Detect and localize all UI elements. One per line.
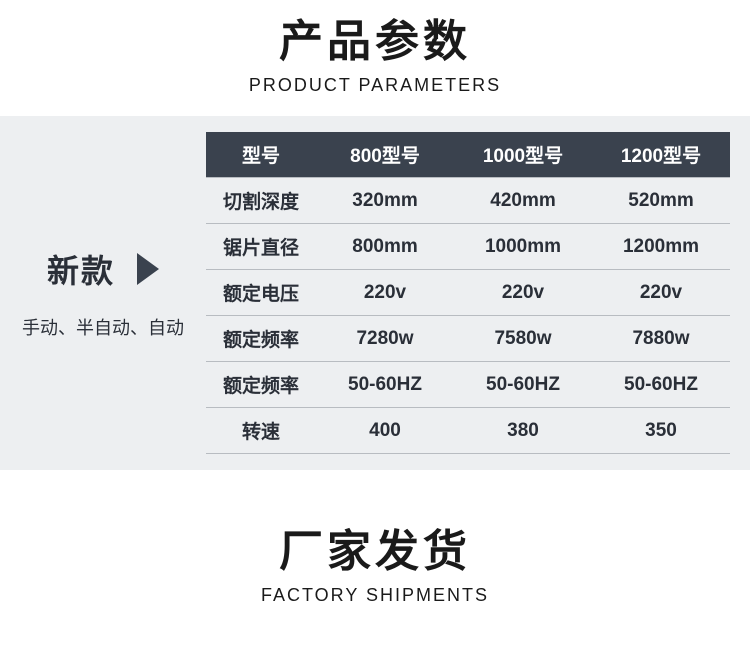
arrow-right-icon	[137, 253, 159, 285]
section-title-cn: 厂家发货	[0, 515, 750, 579]
cell: 1200mm	[592, 224, 730, 270]
section-title-en: FACTORY SHIPMENTS	[0, 585, 750, 606]
row-label: 额定频率	[206, 316, 316, 362]
new-model-text: 新款	[47, 246, 115, 292]
cell: 7580w	[454, 316, 592, 362]
params-table-wrap: 型号 800型号 1000型号 1200型号 切割深度 320mm 420mm …	[206, 116, 750, 470]
cell: 350	[592, 408, 730, 454]
table-row: 切割深度 320mm 420mm 520mm	[206, 178, 730, 224]
cell: 420mm	[454, 178, 592, 224]
table-header-row: 型号 800型号 1000型号 1200型号	[206, 132, 730, 178]
row-label: 额定频率	[206, 362, 316, 408]
col-header: 800型号	[316, 132, 454, 178]
col-header: 1000型号	[454, 132, 592, 178]
cell: 50-60HZ	[454, 362, 592, 408]
cell: 7280w	[316, 316, 454, 362]
cell: 520mm	[592, 178, 730, 224]
cell: 220v	[454, 270, 592, 316]
section-header-shipments: 厂家发货 FACTORY SHIPMENTS	[0, 470, 750, 631]
row-label: 锯片直径	[206, 224, 316, 270]
table-row: 额定频率 7280w 7580w 7880w	[206, 316, 730, 362]
cell: 50-60HZ	[316, 362, 454, 408]
cell: 800mm	[316, 224, 454, 270]
col-header: 1200型号	[592, 132, 730, 178]
cell: 380	[454, 408, 592, 454]
row-label: 额定电压	[206, 270, 316, 316]
cell: 1000mm	[454, 224, 592, 270]
left-panel: 新款 手动、半自动、自动	[0, 246, 206, 340]
cell: 7880w	[592, 316, 730, 362]
params-block: 新款 手动、半自动、自动 型号 800型号 1000型号 1200型号 切割深度…	[0, 116, 750, 470]
row-label: 切割深度	[206, 178, 316, 224]
table-row: 额定频率 50-60HZ 50-60HZ 50-60HZ	[206, 362, 730, 408]
table-row: 锯片直径 800mm 1000mm 1200mm	[206, 224, 730, 270]
section-header-params: 产品参数 PRODUCT PARAMETERS	[0, 0, 750, 116]
new-model-label: 新款	[8, 246, 198, 292]
section-title-en: PRODUCT PARAMETERS	[0, 75, 750, 96]
section-title-cn: 产品参数	[0, 5, 750, 69]
cell: 50-60HZ	[592, 362, 730, 408]
params-table: 型号 800型号 1000型号 1200型号 切割深度 320mm 420mm …	[206, 132, 730, 454]
new-model-subtitle: 手动、半自动、自动	[8, 314, 198, 340]
cell: 400	[316, 408, 454, 454]
row-label: 转速	[206, 408, 316, 454]
table-row: 转速 400 380 350	[206, 408, 730, 454]
cell: 220v	[316, 270, 454, 316]
cell: 320mm	[316, 178, 454, 224]
table-row: 额定电压 220v 220v 220v	[206, 270, 730, 316]
cell: 220v	[592, 270, 730, 316]
col-header: 型号	[206, 132, 316, 178]
